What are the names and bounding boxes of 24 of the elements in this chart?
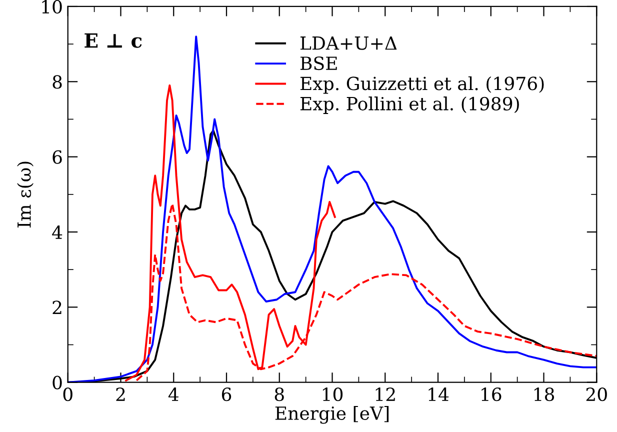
x-tick-label: 12 xyxy=(376,388,395,401)
legend-label: Exp. Guizzetti et al. (1976) xyxy=(300,76,544,94)
x-tick-label: 0 xyxy=(63,388,72,402)
x-axis-title: Energie [eV] xyxy=(275,406,389,424)
y-axis-title: Im ε(ω) xyxy=(17,162,34,228)
x-tick-label: 18 xyxy=(534,388,554,402)
x-tick-label: 16 xyxy=(482,388,502,402)
y-tick-label: 6 xyxy=(52,150,62,164)
y-tick-label: 4 xyxy=(52,225,62,239)
x-tick-label: 20 xyxy=(586,388,607,402)
y-tick-label: 8 xyxy=(52,75,62,89)
x-tick-label: 8 xyxy=(274,388,284,402)
x-tick-label: 6 xyxy=(222,388,232,402)
y-tick-label: 2 xyxy=(52,300,62,314)
x-tick-label: 14 xyxy=(428,388,449,401)
legend-label: BSE xyxy=(300,56,337,70)
y-tick-label: 0 xyxy=(52,376,62,390)
legend-label: Exp. Pollini et al. (1989) xyxy=(300,96,519,114)
x-tick-label: 2 xyxy=(116,388,125,401)
annotation: E ⊥ c xyxy=(84,33,142,48)
y-tick-label: 10 xyxy=(42,0,62,14)
x-tick-label: 10 xyxy=(322,388,343,402)
legend-label: LDA+U+Δ xyxy=(300,36,397,50)
x-tick-label: 4 xyxy=(168,388,178,401)
